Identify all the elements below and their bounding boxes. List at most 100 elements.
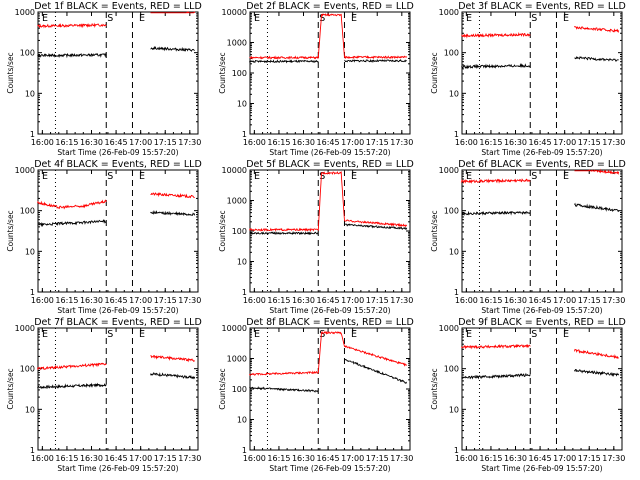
y-tick-label: 10000 bbox=[222, 166, 247, 175]
y-tick-label: 100 bbox=[444, 49, 459, 58]
y-tick-label: 1000 bbox=[15, 166, 35, 175]
event-marker: S bbox=[319, 171, 325, 182]
event-marker: S bbox=[319, 329, 325, 340]
x-tick-label: 17:30 bbox=[178, 138, 201, 147]
event-marker: E bbox=[466, 329, 472, 340]
panel-4: Det 4f BLACK = Events, RED = LLD 1 10 100 10… bbox=[6, 159, 202, 315]
y-tick-label: 1 bbox=[454, 446, 459, 455]
x-tick-label: 17:15 bbox=[578, 138, 601, 147]
x-tick-label: 17:00 bbox=[553, 296, 576, 305]
x-tick-label: 16:15 bbox=[55, 138, 78, 147]
x-tick-label: 16:30 bbox=[504, 454, 527, 463]
events-series-line bbox=[344, 58, 407, 64]
events-series-line bbox=[461, 62, 531, 70]
x-tick-label: 16:00 bbox=[243, 296, 266, 305]
lld-series-line bbox=[249, 330, 408, 376]
event-marker: E bbox=[351, 329, 357, 340]
x-tick-label: 17:30 bbox=[178, 296, 201, 305]
y-tick-label: 10 bbox=[237, 100, 247, 109]
plot-frame bbox=[461, 169, 623, 293]
y-tick-label: 1 bbox=[242, 130, 247, 139]
lld-series-line bbox=[461, 178, 531, 184]
y-tick-label: 10 bbox=[25, 247, 35, 256]
x-tick-label: 16:00 bbox=[31, 138, 54, 147]
plot-frame bbox=[37, 11, 199, 135]
y-tick-label: 1000 bbox=[15, 8, 35, 17]
x-tick-label: 16:30 bbox=[80, 454, 103, 463]
y-tick-label: 10000 bbox=[222, 8, 247, 17]
event-marker: E bbox=[42, 171, 48, 182]
x-tick-label: 17:15 bbox=[154, 454, 177, 463]
y-tick-label: 1 bbox=[242, 288, 247, 297]
x-axis-label: Start Time (26-Feb-09 15:57:20) bbox=[269, 306, 390, 315]
panel-5: Det 5f BLACK = Events, RED = LLD 1 10 100 10… bbox=[218, 159, 414, 315]
x-tick-label: 17:15 bbox=[578, 454, 601, 463]
plot-frame bbox=[461, 11, 623, 135]
x-tick-label: 16:45 bbox=[105, 138, 128, 147]
panel-3: Det 3f BLACK = Events, RED = LLD 1 10 100 10… bbox=[430, 1, 626, 157]
lld-series-line bbox=[461, 31, 531, 39]
events-series-line bbox=[574, 369, 620, 377]
event-marker: E bbox=[351, 171, 357, 182]
x-tick-label: 17:30 bbox=[390, 454, 413, 463]
x-axis-label: Start Time (26-Feb-09 15:57:20) bbox=[269, 464, 390, 473]
x-tick-label: 17:15 bbox=[366, 296, 389, 305]
events-series-line bbox=[37, 52, 107, 59]
plot-frame bbox=[37, 169, 199, 293]
events-series-line bbox=[461, 372, 531, 380]
y-axis-label: Counts/sec bbox=[6, 210, 15, 251]
y-tick-label: 1000 bbox=[439, 8, 459, 17]
events-series-line bbox=[249, 59, 319, 64]
events-series-line bbox=[37, 382, 107, 390]
x-tick-label: 17:00 bbox=[129, 296, 152, 305]
x-tick-label: 17:30 bbox=[390, 138, 413, 147]
y-tick-label: 1000 bbox=[227, 355, 247, 364]
x-tick-label: 17:15 bbox=[578, 296, 601, 305]
x-tick-label: 17:00 bbox=[341, 296, 364, 305]
x-axis-label: Start Time (26-Feb-09 15:57:20) bbox=[57, 148, 178, 157]
x-tick-label: 16:15 bbox=[267, 138, 290, 147]
lld-series-line bbox=[574, 168, 620, 176]
y-tick-label: 100 bbox=[444, 207, 459, 216]
x-tick-label: 16:00 bbox=[455, 454, 478, 463]
y-tick-label: 1 bbox=[454, 130, 459, 139]
event-marker: S bbox=[107, 329, 113, 340]
panel-title: Det 3f BLACK = Events, RED = LLD bbox=[458, 1, 626, 12]
y-tick-label: 100 bbox=[20, 207, 35, 216]
y-tick-label: 100 bbox=[232, 69, 247, 78]
events-series-line bbox=[344, 223, 408, 230]
event-marker: S bbox=[107, 13, 113, 24]
x-tick-label: 16:00 bbox=[455, 138, 478, 147]
x-tick-label: 16:15 bbox=[55, 454, 78, 463]
x-tick-label: 16:30 bbox=[80, 138, 103, 147]
y-tick-label: 10 bbox=[449, 247, 459, 256]
y-axis-label: Counts/sec bbox=[218, 52, 227, 93]
x-tick-label: 16:00 bbox=[31, 296, 54, 305]
panel-title: Det 2f BLACK = Events, RED = LLD bbox=[246, 1, 414, 12]
y-tick-label: 100 bbox=[444, 365, 459, 374]
event-marker: S bbox=[531, 171, 537, 182]
x-tick-label: 16:30 bbox=[80, 296, 103, 305]
lld-series-line bbox=[37, 199, 107, 210]
x-tick-label: 17:30 bbox=[602, 138, 625, 147]
y-tick-label: 1 bbox=[30, 288, 35, 297]
y-axis-label: Counts/sec bbox=[430, 52, 439, 93]
events-series-line bbox=[574, 55, 619, 63]
event-marker: S bbox=[107, 171, 113, 182]
event-marker: S bbox=[531, 329, 537, 340]
plot-frame bbox=[249, 169, 411, 293]
x-tick-label: 16:45 bbox=[105, 454, 128, 463]
x-tick-label: 17:00 bbox=[341, 138, 364, 147]
y-tick-label: 100 bbox=[232, 227, 247, 236]
panel-title: Det 5f BLACK = Events, RED = LLD bbox=[246, 159, 414, 170]
y-tick-label: 10 bbox=[237, 416, 247, 425]
x-tick-label: 17:30 bbox=[602, 454, 625, 463]
event-marker: E bbox=[563, 171, 569, 182]
panel-title: Det 7f BLACK = Events, RED = LLD bbox=[34, 317, 202, 328]
lld-series-line bbox=[150, 355, 196, 363]
x-tick-label: 16:30 bbox=[504, 138, 527, 147]
event-marker: E bbox=[466, 171, 472, 182]
x-axis-label: Start Time (26-Feb-09 15:57:20) bbox=[481, 306, 602, 315]
x-axis-label: Start Time (26-Feb-09 15:57:20) bbox=[481, 464, 602, 473]
